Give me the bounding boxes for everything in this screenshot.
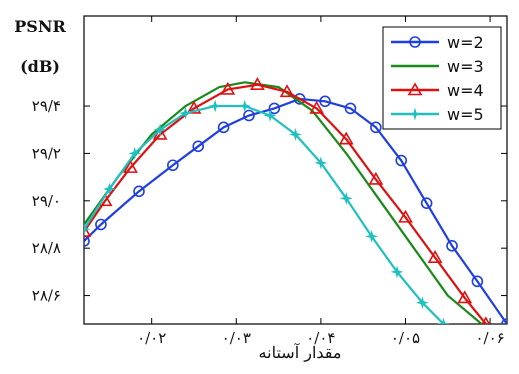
y-tick-label: ۲۹/۰ [32,192,61,210]
data-point [279,84,295,98]
x-axis-label: مقدار آستانه [259,342,342,362]
legend-box [382,26,502,130]
data-point [220,81,236,95]
data-point [179,106,192,120]
data-point [208,99,222,113]
legend-label: w=3 [447,57,484,76]
data-point [84,222,91,236]
data-point [437,317,450,324]
data-point [243,109,255,122]
data-point [427,250,443,263]
data-point [319,95,331,108]
data-point [128,146,142,160]
data-point [153,123,167,137]
data-point [339,192,353,205]
y-tick-label: ۲۸/۸ [32,239,61,257]
data-point [368,171,384,185]
data-point [217,121,230,134]
data-point [370,121,382,134]
legend-label: w=5 [447,105,484,124]
legend: w=2 w=3 w=4 w=5 [382,26,502,130]
legend-label: w=2 [447,33,484,52]
data-point [186,100,202,114]
data-point [84,235,90,247]
data-point [123,160,138,173]
x-tick-label: ۰/۰۳ [222,329,251,347]
data-point [167,159,179,172]
y-tick-label: ۲۹/۲ [32,144,61,162]
legend-marker [409,36,421,48]
x-tick-label: ۰/۰۲ [137,329,166,347]
data-point [420,197,433,209]
series-line [84,81,483,324]
data-point [344,102,357,115]
data-point [192,140,205,153]
data-point [250,77,265,91]
data-point [395,154,408,167]
data-point [133,185,145,198]
series-w=4 [84,77,491,324]
series-w=3 [84,81,483,324]
y-tick-label: ۲۹/۴ [32,97,61,115]
y-tick-label: ۲۸/۶ [32,287,61,305]
data-point [84,223,92,237]
data-point [446,240,458,252]
y-axis-label-line1: PSNR [14,17,66,36]
data-point [338,131,354,145]
x-tick-label: ۰/۰۶ [475,329,504,347]
series-w=5 [84,99,450,324]
data-point [314,156,328,170]
x-tick-label: ۰/۰۵ [391,329,420,347]
data-point [95,218,107,231]
legend-marker [407,82,423,96]
data-point [398,209,413,223]
data-point [471,275,484,288]
data-point [263,109,277,122]
legend-label: w=4 [447,81,484,100]
x-tick-label: ۰/۰۴ [306,329,335,347]
data-point [457,290,473,304]
data-point [481,316,491,324]
data-point [268,102,281,115]
data-point [289,128,302,141]
legend-marker [408,107,422,121]
y-axis-label-line2: (dB) [20,57,60,76]
data-point [365,229,379,243]
data-point [415,296,429,310]
series-line [84,83,487,324]
data-point [102,182,116,196]
data-point [309,100,325,114]
data-point [390,265,404,279]
data-point [238,99,252,113]
